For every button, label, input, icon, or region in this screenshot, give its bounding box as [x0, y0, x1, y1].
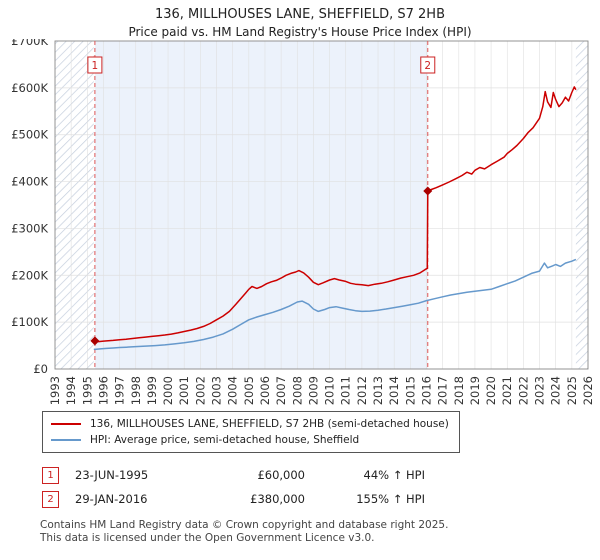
- x-axis-label: 1998: [129, 376, 143, 405]
- x-axis-label: 2002: [193, 376, 207, 405]
- legend-hpi-label: HPI: Average price, semi-detached house,…: [90, 434, 360, 446]
- sale-2-date: 29-JAN-2016: [75, 492, 148, 506]
- sale-row-2: 2 29-JAN-2016 £380,000 155% ↑ HPI: [42, 487, 600, 511]
- sale-1-date: 23-JUN-1995: [75, 468, 149, 482]
- property-price-line: [94, 86, 577, 343]
- x-axis-label: 2014: [387, 376, 401, 405]
- y-axis-label: £700K: [11, 39, 48, 48]
- x-axis-label: 2020: [484, 376, 498, 405]
- y-axis-label: £100K: [11, 315, 48, 329]
- x-axis-label: 2016: [419, 376, 433, 405]
- x-axis-label: 1997: [113, 376, 127, 405]
- x-axis-label: 2023: [533, 376, 547, 405]
- page-title: 136, MILLHOUSES LANE, SHEFFIELD, S7 2HB: [154, 7, 445, 22]
- hpi-line: [93, 258, 577, 351]
- x-axis-label: 2005: [242, 376, 256, 405]
- page-subtitle: Price paid vs. HM Land Registry's House …: [128, 25, 472, 39]
- plot-frame: [54, 40, 589, 370]
- x-axis-label: 2019: [468, 376, 482, 405]
- no-data-hatch: [55, 41, 94, 369]
- sale-1-price: £60,000: [257, 468, 305, 482]
- sale-2-marker: 2: [42, 490, 59, 508]
- x-axis-label: 2001: [177, 376, 191, 405]
- sale-2-hpi-delta: 155% ↑ HPI: [356, 492, 425, 506]
- sale-1-marker: 1: [42, 466, 59, 484]
- svg-text:2: 2: [424, 60, 431, 72]
- x-axis-label: 2007: [274, 376, 288, 405]
- legend-item-property: 136, MILLHOUSES LANE, SHEFFIELD, S7 2HB …: [51, 416, 451, 432]
- legend-item-hpi: HPI: Average price, semi-detached house,…: [51, 432, 451, 448]
- sale-number-box: [87, 56, 103, 74]
- sale-point-diamond: [90, 336, 100, 346]
- footer-line-2: This data is licensed under the Open Gov…: [40, 532, 375, 545]
- x-axis-label: 2026: [581, 376, 595, 405]
- x-axis-label: 2009: [306, 376, 320, 405]
- x-axis-label: 1995: [80, 376, 94, 405]
- x-axis-label: 2003: [210, 376, 224, 405]
- x-axis-label: 1999: [145, 376, 159, 405]
- owned-period-shade: [94, 41, 428, 369]
- hpi-line-swatch: [51, 439, 81, 441]
- y-axis-label: £500K: [11, 128, 48, 142]
- y-axis-label: £600K: [11, 81, 48, 95]
- no-data-hatch: [575, 41, 588, 369]
- sale-row-1: 1 23-JUN-1995 £60,000 44% ↑ HPI: [42, 463, 600, 487]
- sale-number-box: [420, 56, 436, 74]
- property-line-swatch: [51, 423, 81, 425]
- x-axis-label: 2008: [290, 376, 304, 405]
- x-axis-label: 2024: [549, 376, 563, 405]
- x-axis-label: 2017: [436, 376, 450, 405]
- x-axis-label: 2021: [500, 376, 514, 405]
- x-axis-label: 2010: [323, 376, 337, 405]
- y-axis-label: £400K: [11, 175, 48, 189]
- sale-1-hpi-delta: 44% ↑ HPI: [363, 468, 425, 482]
- y-axis-label: £200K: [11, 268, 48, 282]
- price-history-chart: 1 2 £0 £100K £200K £300K £400K £500K £600K £700K 1…: [11, 39, 595, 405]
- x-axis-label: 2018: [452, 376, 466, 405]
- sale-2-price: £380,000: [250, 492, 305, 506]
- footer-line-1: Contains HM Land Registry data © Crown c…: [40, 519, 449, 531]
- sale-annotations: 1 23-JUN-1995 £60,000 44% ↑ HPI 2 29-JAN…: [42, 463, 600, 511]
- x-axis-label: 2011: [339, 376, 353, 405]
- x-axis-label: 1994: [64, 376, 78, 405]
- x-axis-label: 2004: [226, 376, 240, 405]
- x-axis-label: 1993: [48, 376, 62, 405]
- copyright-footer: Contains HM Land Registry data © Crown c…: [40, 519, 600, 545]
- x-axis-label: 2015: [403, 376, 417, 405]
- svg-text:1: 1: [92, 60, 99, 72]
- x-axis-label: 1996: [96, 376, 110, 405]
- x-axis-label: 2013: [371, 376, 385, 405]
- x-axis-label: 2012: [355, 376, 369, 405]
- x-axis-label: 2022: [516, 376, 530, 405]
- y-axis-label: £0: [33, 362, 48, 376]
- y-axis-label: £300K: [11, 221, 48, 235]
- x-axis-label: 2000: [161, 376, 175, 405]
- x-axis-label: 2025: [565, 376, 579, 405]
- x-axis-label: 2006: [258, 376, 272, 405]
- chart-legend: 136, MILLHOUSES LANE, SHEFFIELD, S7 2HB …: [42, 411, 460, 453]
- sale-point-diamond: [423, 186, 433, 196]
- legend-property-label: 136, MILLHOUSES LANE, SHEFFIELD, S7 2HB …: [90, 418, 449, 430]
